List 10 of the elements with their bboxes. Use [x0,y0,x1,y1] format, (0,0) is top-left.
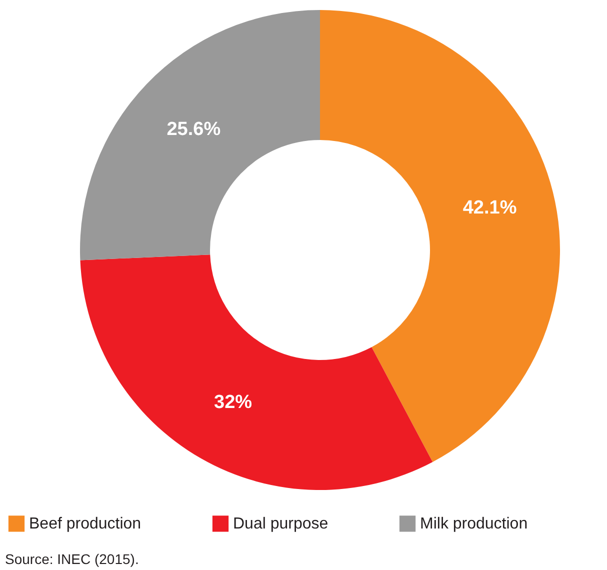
data-label: 42.1% [462,198,517,219]
legend-label: Beef production [29,516,142,533]
source-note: Source: INEC (2015). [5,551,139,567]
donut-slice [320,10,560,462]
donut-slice [80,254,433,490]
donut-slice [80,10,320,260]
data-label: 32% [214,392,252,413]
legend-label: Milk production [420,516,528,533]
legend-label: Dual purpose [233,516,328,533]
data-label: 25.6% [166,118,221,140]
